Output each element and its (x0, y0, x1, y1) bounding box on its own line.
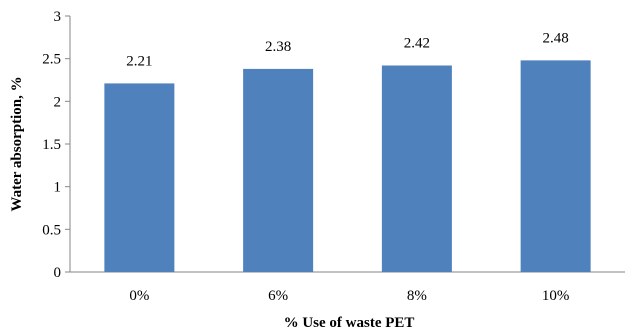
bar-0pct (104, 83, 175, 272)
data-label: 2.38 (265, 39, 291, 55)
x-tick-label: 10% (542, 288, 570, 304)
y-tick-label: 0.5 (42, 222, 61, 238)
y-tick-label: 0 (54, 265, 62, 281)
x-tick-label: 6% (268, 288, 288, 304)
bar-6pct (243, 68, 314, 272)
y-tick-label: 3 (54, 9, 62, 25)
bar-series (104, 60, 591, 272)
y-tick-label: 2 (54, 94, 62, 110)
data-label: 2.21 (126, 53, 152, 69)
x-tick-label: 8% (407, 288, 427, 304)
y-tick-label: 2.5 (42, 52, 61, 68)
data-label: 2.42 (404, 35, 430, 51)
x-axis-title: % Use of waste PET (284, 315, 415, 331)
y-axis-title: Water absorption, % (9, 76, 25, 211)
data-label: 2.48 (543, 30, 569, 46)
y-axis: 0 0.5 1 1.5 2 2.5 3 (42, 9, 71, 281)
y-tick-label: 1.5 (42, 137, 61, 153)
x-tick-label: 0% (129, 288, 149, 304)
data-labels: 2.21 2.38 2.42 2.48 (126, 30, 569, 69)
y-tick-label: 1 (54, 180, 62, 196)
bar-10pct (520, 60, 591, 272)
x-axis: 0% 6% 8% 10% (70, 271, 625, 304)
bar-8pct (381, 65, 452, 272)
